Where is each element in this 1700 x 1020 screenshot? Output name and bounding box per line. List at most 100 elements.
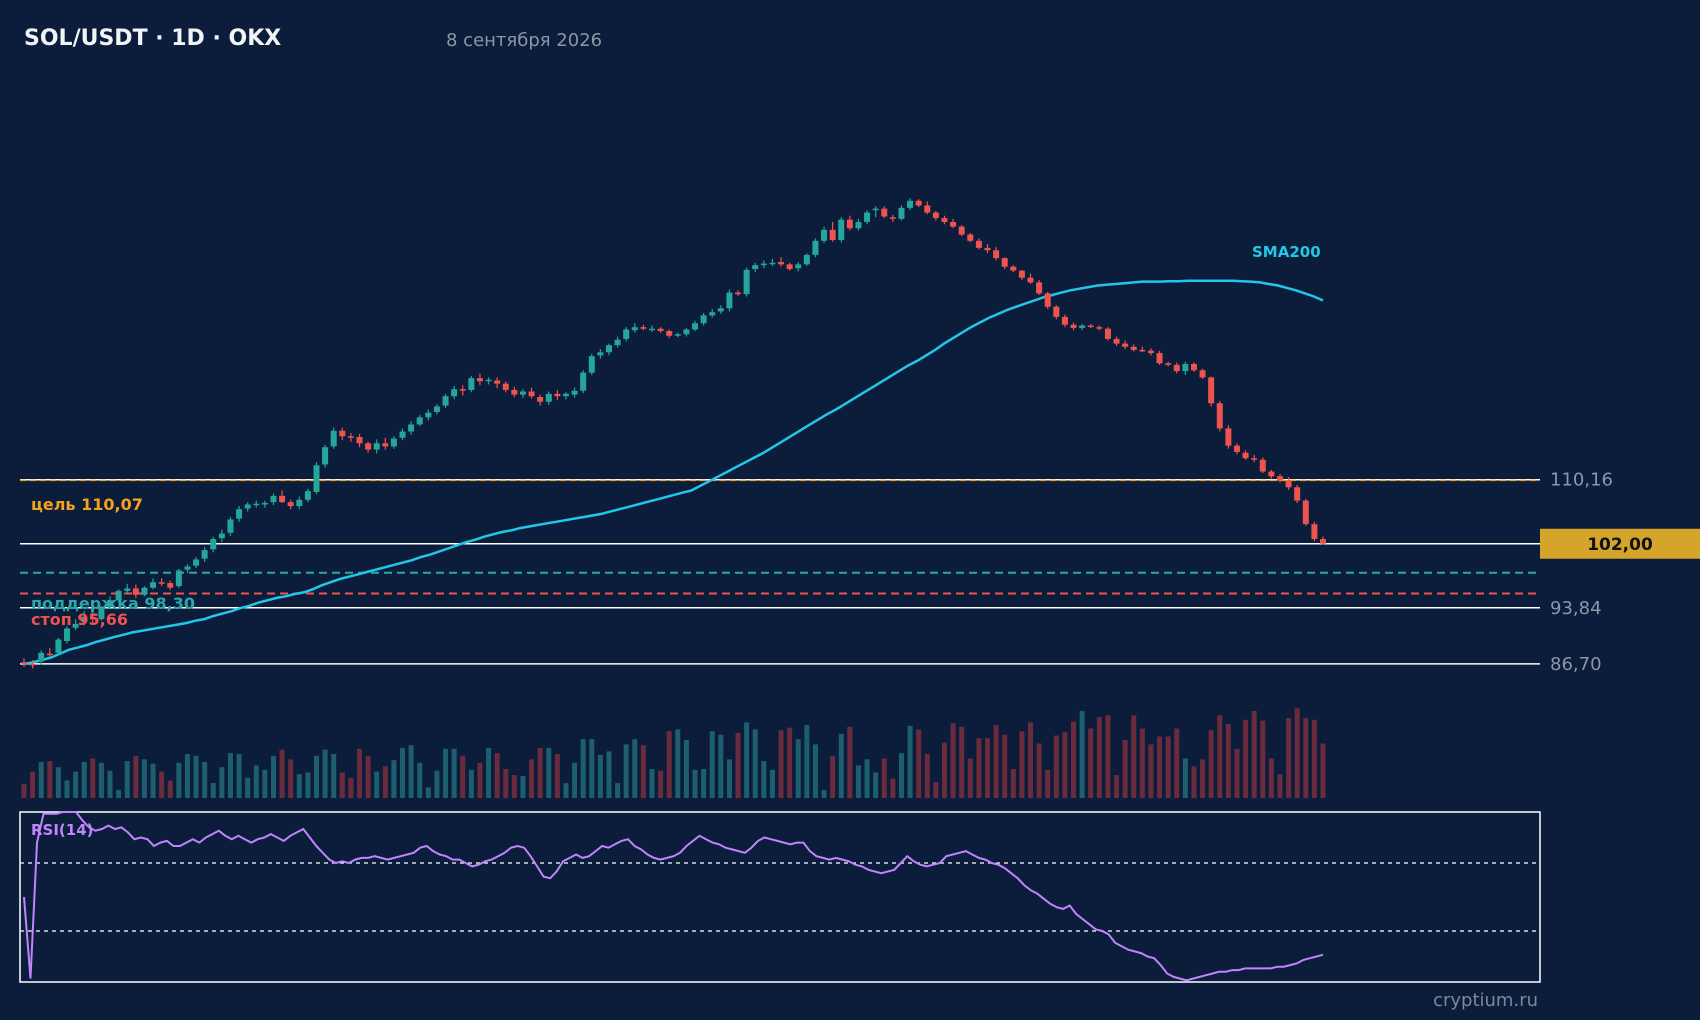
candle bbox=[1104, 327, 1111, 341]
candle bbox=[1225, 425, 1232, 449]
candle bbox=[958, 225, 965, 237]
price-axis-label: 86,70 bbox=[1550, 654, 1602, 675]
volume-bar bbox=[417, 762, 423, 798]
candle bbox=[21, 658, 27, 667]
candle bbox=[261, 500, 268, 508]
volume-bar bbox=[761, 761, 767, 798]
candle bbox=[941, 215, 948, 225]
candle bbox=[648, 325, 655, 332]
volume-bar bbox=[210, 783, 216, 798]
price-axis-label: 93,84 bbox=[1550, 598, 1602, 619]
candle bbox=[631, 323, 638, 333]
candle bbox=[915, 199, 922, 208]
candle bbox=[709, 309, 716, 318]
volume-bar bbox=[391, 760, 397, 798]
candle bbox=[1156, 350, 1163, 365]
volume-bar bbox=[1217, 715, 1223, 798]
candle bbox=[812, 238, 819, 258]
candle bbox=[829, 221, 836, 242]
volume-bar bbox=[572, 762, 578, 798]
candle bbox=[743, 267, 750, 297]
volume-bar bbox=[1225, 724, 1231, 798]
candle bbox=[786, 262, 793, 271]
candle bbox=[1018, 269, 1025, 281]
volume-bar bbox=[615, 783, 621, 798]
volume-bar bbox=[141, 759, 147, 798]
candle bbox=[365, 441, 372, 453]
candle bbox=[175, 568, 182, 588]
volume-bar bbox=[1036, 743, 1042, 798]
candle bbox=[864, 210, 871, 225]
candle bbox=[1294, 484, 1301, 503]
volume-bar bbox=[116, 790, 122, 798]
volume-bar bbox=[1053, 735, 1059, 798]
volume-bar bbox=[1071, 721, 1077, 798]
volume-bar bbox=[357, 748, 363, 798]
volume-bar bbox=[1268, 758, 1274, 798]
volume-bar bbox=[1286, 717, 1292, 798]
volume-bar bbox=[202, 761, 208, 798]
volume-bar bbox=[313, 755, 319, 798]
volume-bar bbox=[735, 732, 741, 798]
candle bbox=[795, 262, 802, 272]
volume-bar bbox=[21, 783, 27, 798]
candle bbox=[29, 659, 36, 669]
candle bbox=[657, 327, 664, 333]
candle bbox=[846, 215, 853, 231]
candle bbox=[1027, 273, 1034, 284]
candle bbox=[270, 493, 277, 506]
volume-bar bbox=[589, 739, 595, 798]
candle bbox=[1010, 265, 1017, 273]
candle bbox=[485, 377, 492, 385]
candle bbox=[64, 626, 71, 644]
candle bbox=[984, 243, 991, 254]
candle bbox=[1242, 450, 1249, 460]
volume-bar bbox=[55, 767, 61, 798]
candle bbox=[528, 387, 535, 399]
candle bbox=[347, 433, 354, 442]
candle bbox=[433, 404, 440, 415]
candle bbox=[1165, 361, 1172, 367]
candle bbox=[898, 205, 905, 221]
candle bbox=[296, 496, 303, 510]
candle bbox=[588, 353, 595, 376]
volume-bar bbox=[726, 759, 732, 798]
volume-bar bbox=[167, 780, 173, 798]
candle bbox=[889, 214, 896, 222]
volume-bar bbox=[830, 755, 836, 798]
volume-bar bbox=[683, 739, 689, 798]
volume-bar bbox=[64, 780, 70, 798]
candle bbox=[872, 206, 879, 218]
volume-bar bbox=[666, 731, 672, 798]
volume-bar bbox=[623, 744, 629, 798]
candle bbox=[72, 619, 79, 631]
volume-bar bbox=[838, 733, 844, 798]
candle bbox=[821, 226, 828, 244]
volume-bar bbox=[262, 769, 268, 798]
candle bbox=[193, 557, 200, 569]
volume-bar bbox=[1260, 720, 1266, 798]
candle bbox=[1079, 324, 1086, 331]
candle bbox=[674, 332, 681, 338]
candle bbox=[735, 290, 742, 296]
volume-bar bbox=[47, 761, 53, 798]
volume-bar bbox=[597, 754, 603, 798]
volume-bar bbox=[1096, 717, 1102, 798]
volume-bar bbox=[847, 726, 853, 798]
candle bbox=[339, 427, 346, 441]
candle bbox=[502, 381, 509, 393]
candle bbox=[167, 580, 174, 591]
rsi-line bbox=[23, 811, 1324, 982]
candle bbox=[115, 589, 122, 602]
candle bbox=[476, 373, 483, 386]
candle bbox=[614, 336, 621, 348]
candle bbox=[1285, 477, 1292, 490]
rsi-panel: RSI(14) bbox=[19, 811, 1541, 983]
volume-bar bbox=[1182, 758, 1188, 798]
volume-bar bbox=[864, 759, 870, 798]
candle bbox=[494, 377, 501, 389]
candle bbox=[1070, 322, 1077, 331]
volume-bar bbox=[511, 775, 517, 798]
candle bbox=[451, 386, 458, 400]
